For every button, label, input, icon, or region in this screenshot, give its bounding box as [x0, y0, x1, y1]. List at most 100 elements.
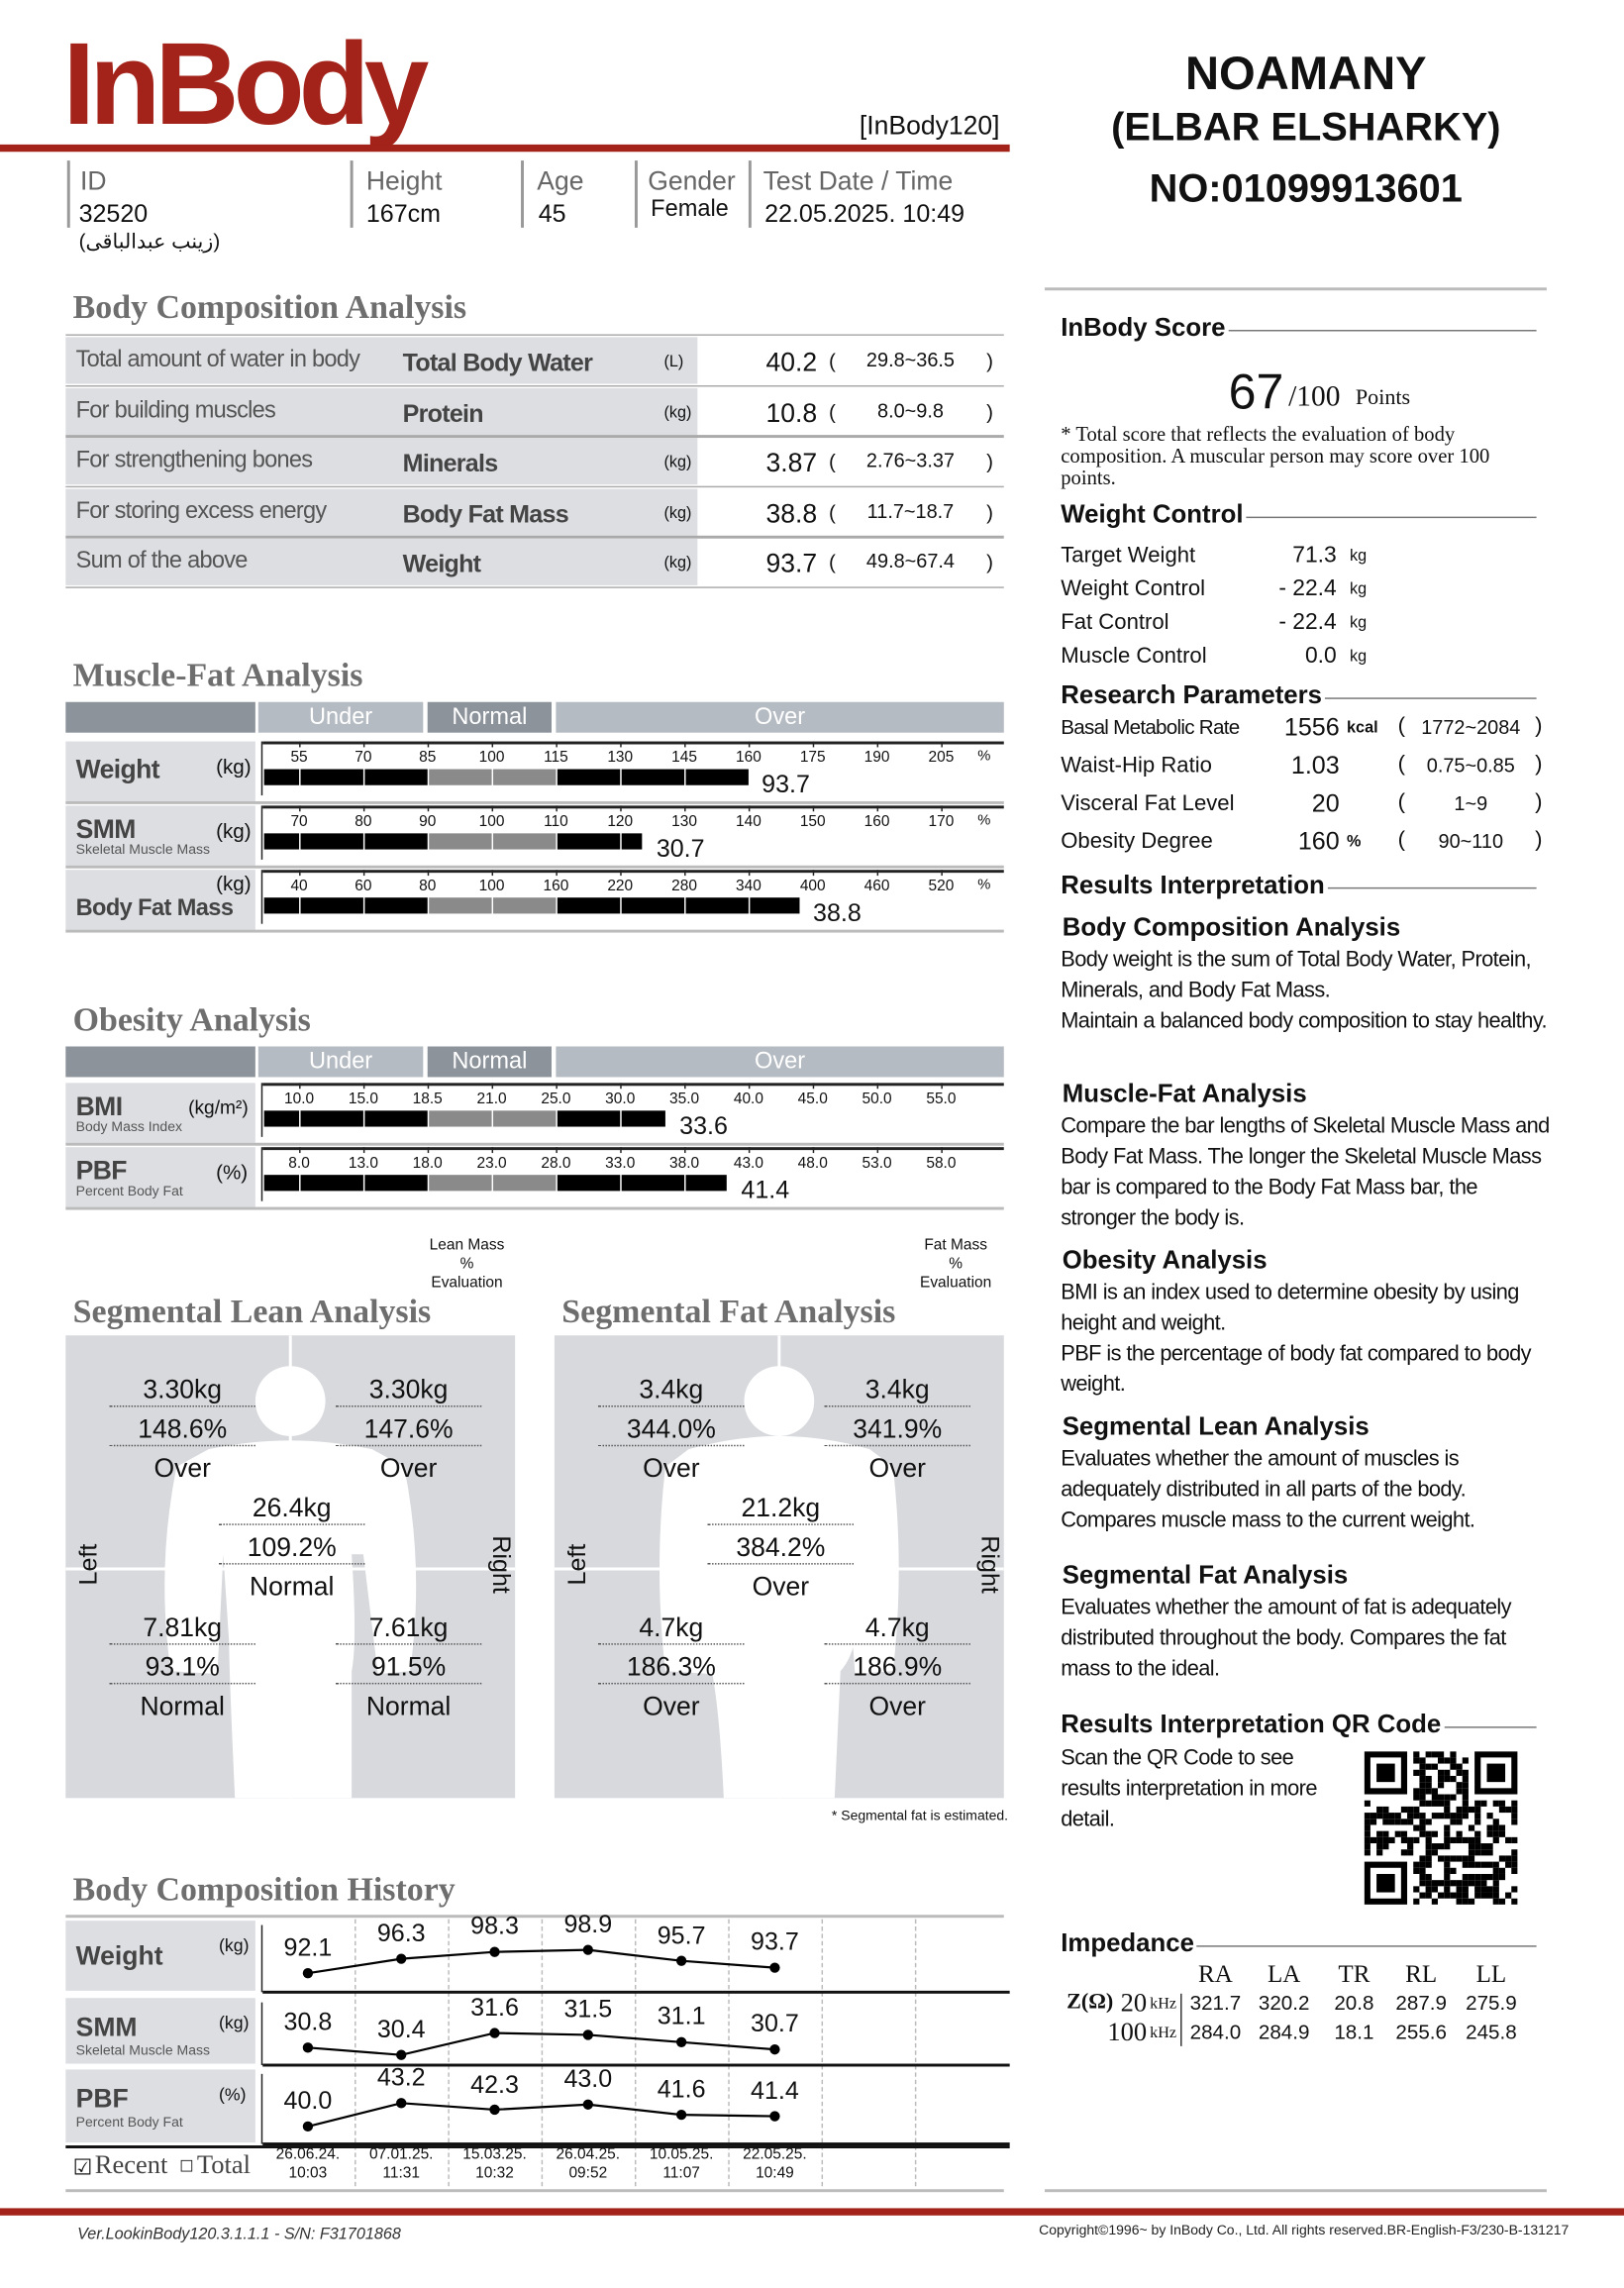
row-label-bg: [65, 870, 255, 930]
band-over: Over: [556, 1046, 1004, 1078]
tick-label: 90: [419, 812, 437, 831]
total-checkbox[interactable]: ☐: [179, 2158, 194, 2176]
bca-row-value: 10.8: [765, 397, 818, 427]
total-label[interactable]: Total: [196, 2149, 252, 2179]
history-value: 43.0: [563, 2065, 613, 2093]
tick-label: 53.0: [862, 1154, 892, 1173]
history-date: 26.04.25.: [556, 2145, 621, 2163]
tick-mark: [941, 870, 943, 877]
research-title: Research Parameters: [1061, 679, 1325, 711]
row-divider: [65, 1206, 1004, 1210]
history-value: 96.3: [376, 1919, 426, 1947]
segment-percent: 186.9%: [853, 1652, 943, 1682]
rp-value: 1556: [1283, 713, 1340, 742]
bar-segment: [300, 833, 363, 850]
history-title: Body Composition History: [72, 1871, 456, 1908]
row-name: Body Fat Mass: [75, 895, 234, 921]
tick-mark: [812, 741, 815, 748]
tick-label: 45.0: [797, 1090, 828, 1108]
band-under: Under: [257, 701, 424, 733]
history-point: [396, 2098, 407, 2109]
tick-mark: [427, 805, 430, 812]
clinic-name: NOAMANY: [1184, 47, 1427, 100]
segment-evaluation: Over: [752, 1571, 810, 1602]
impedance-freq-unit: kHz: [1150, 1995, 1177, 2013]
bar-segment: [621, 1175, 684, 1192]
dotted-rule: [824, 1643, 970, 1645]
bca-row-desc: Sum of the above: [75, 549, 249, 574]
row-subname: Skeletal Muscle Mass: [75, 2042, 210, 2060]
date-value: 22.05.2025. 10:49: [764, 199, 965, 228]
sla-panel: [65, 1335, 516, 1799]
bar-value: 30.7: [656, 834, 705, 863]
tick-mark: [491, 1083, 494, 1090]
segment-kg: 26.4kg: [252, 1493, 332, 1522]
tick-label: 150: [799, 812, 826, 831]
qr-code-icon[interactable]: [1364, 1751, 1518, 1905]
row-name: PBF: [75, 2084, 129, 2114]
segment-evaluation: Over: [643, 1453, 700, 1484]
bar-segment: [621, 1110, 666, 1127]
tick-label: 85: [419, 748, 437, 767]
row-divider: [65, 800, 1004, 804]
divider: [1045, 287, 1547, 291]
recent-checkbox[interactable]: ☑: [72, 2155, 93, 2181]
tick-mark: [362, 1083, 365, 1090]
band-under: Under: [257, 1046, 424, 1078]
impedance-col: RA: [1198, 1959, 1233, 1988]
row-divider: [65, 484, 1004, 488]
history-point: [302, 1968, 314, 1979]
bca-row-range-open: (: [828, 550, 836, 574]
tick-mark: [299, 741, 301, 748]
bca-title: Body Composition Analysis: [72, 288, 467, 326]
history-point: [769, 1962, 780, 1973]
dotted-rule: [707, 1523, 854, 1525]
result-heading: Obesity Analysis: [1062, 1244, 1268, 1275]
id-value: 32520: [78, 199, 149, 228]
tick-mark: [299, 1147, 301, 1154]
bca-row-bg: [65, 337, 698, 384]
dotted-rule: [598, 1444, 745, 1447]
bca-row-name: Weight: [402, 550, 481, 578]
row-unit: (kg): [219, 1934, 250, 1956]
tick-mark: [362, 1147, 365, 1154]
row-name: BMI: [75, 1092, 123, 1121]
history-point: [396, 1953, 407, 1964]
history-value: 31.5: [563, 1995, 613, 2024]
divider: [65, 2189, 1004, 2193]
rp-range-close: ): [1535, 713, 1543, 739]
tick-label: 50.0: [862, 1090, 892, 1108]
tick-mark: [362, 870, 365, 877]
band-header-blank: [65, 1046, 255, 1078]
bca-row-name: Protein: [402, 399, 484, 427]
bar-value: 33.6: [679, 1111, 728, 1140]
sla-title: Segmental Lean Analysis: [72, 1293, 432, 1330]
weight-control-title: Weight Control: [1061, 498, 1247, 530]
tick-mark: [491, 1147, 494, 1154]
history-value: 31.6: [470, 1993, 519, 2022]
tick-label: 100: [478, 812, 505, 831]
history-time: 10:32: [475, 2164, 514, 2182]
legend-text: %: [459, 1255, 474, 1273]
tick-label: 80: [355, 812, 372, 831]
rp-label: Visceral Fat Level: [1061, 790, 1235, 816]
bar-segment: [300, 769, 363, 785]
score-value: 67: [1228, 364, 1284, 421]
bca-row-range-open: (: [828, 499, 836, 524]
history-point: [489, 1946, 500, 1957]
bca-row-range: 8.0~9.8: [876, 399, 944, 422]
recent-label[interactable]: Recent: [94, 2149, 168, 2179]
bar-segment: [557, 1110, 620, 1127]
top-rule: [65, 1915, 1004, 1919]
chart-left-rule: [260, 1147, 263, 1201]
chart-top-rule: [262, 805, 1004, 809]
bar-segment: [429, 897, 491, 914]
tick-mark: [684, 870, 686, 877]
tick-label: 30.0: [605, 1090, 636, 1108]
row-label-bg: [65, 805, 255, 866]
history-point: [582, 2099, 593, 2110]
heading-rule: [1061, 1945, 1537, 1947]
tick-mark: [876, 1147, 879, 1154]
wc-label: Muscle Control: [1061, 643, 1207, 669]
bar-segment: [429, 769, 491, 785]
